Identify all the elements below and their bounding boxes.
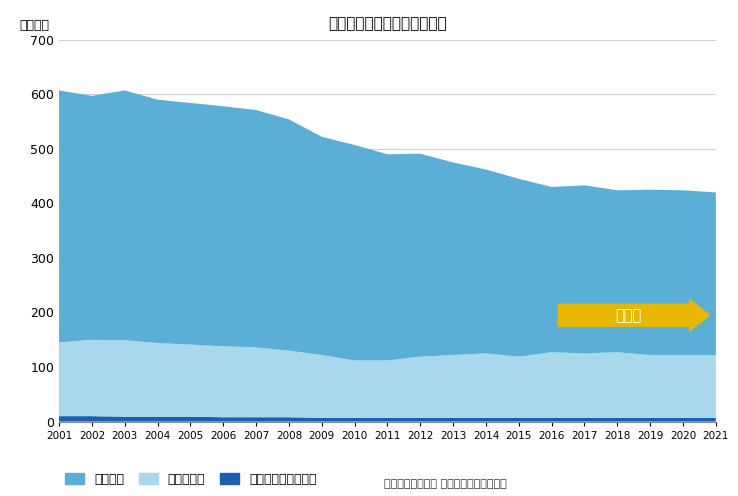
- Text: 出展：農林水産省 漁業・養殖業生産統計: 出展：農林水産省 漁業・養殖業生産統計: [384, 479, 506, 489]
- Text: 横ばい: 横ばい: [615, 308, 642, 323]
- Text: （万と）: （万と）: [20, 19, 49, 32]
- FancyArrow shape: [558, 300, 709, 331]
- Legend: 海面漁業, 海面養殖業, 内水面漁業・養殖業: 海面漁業, 海面養殖業, 内水面漁業・養殖業: [65, 473, 317, 486]
- Title: 漁業・養殖業の生産鈇の推移: 漁業・養殖業の生産鈇の推移: [328, 16, 446, 32]
